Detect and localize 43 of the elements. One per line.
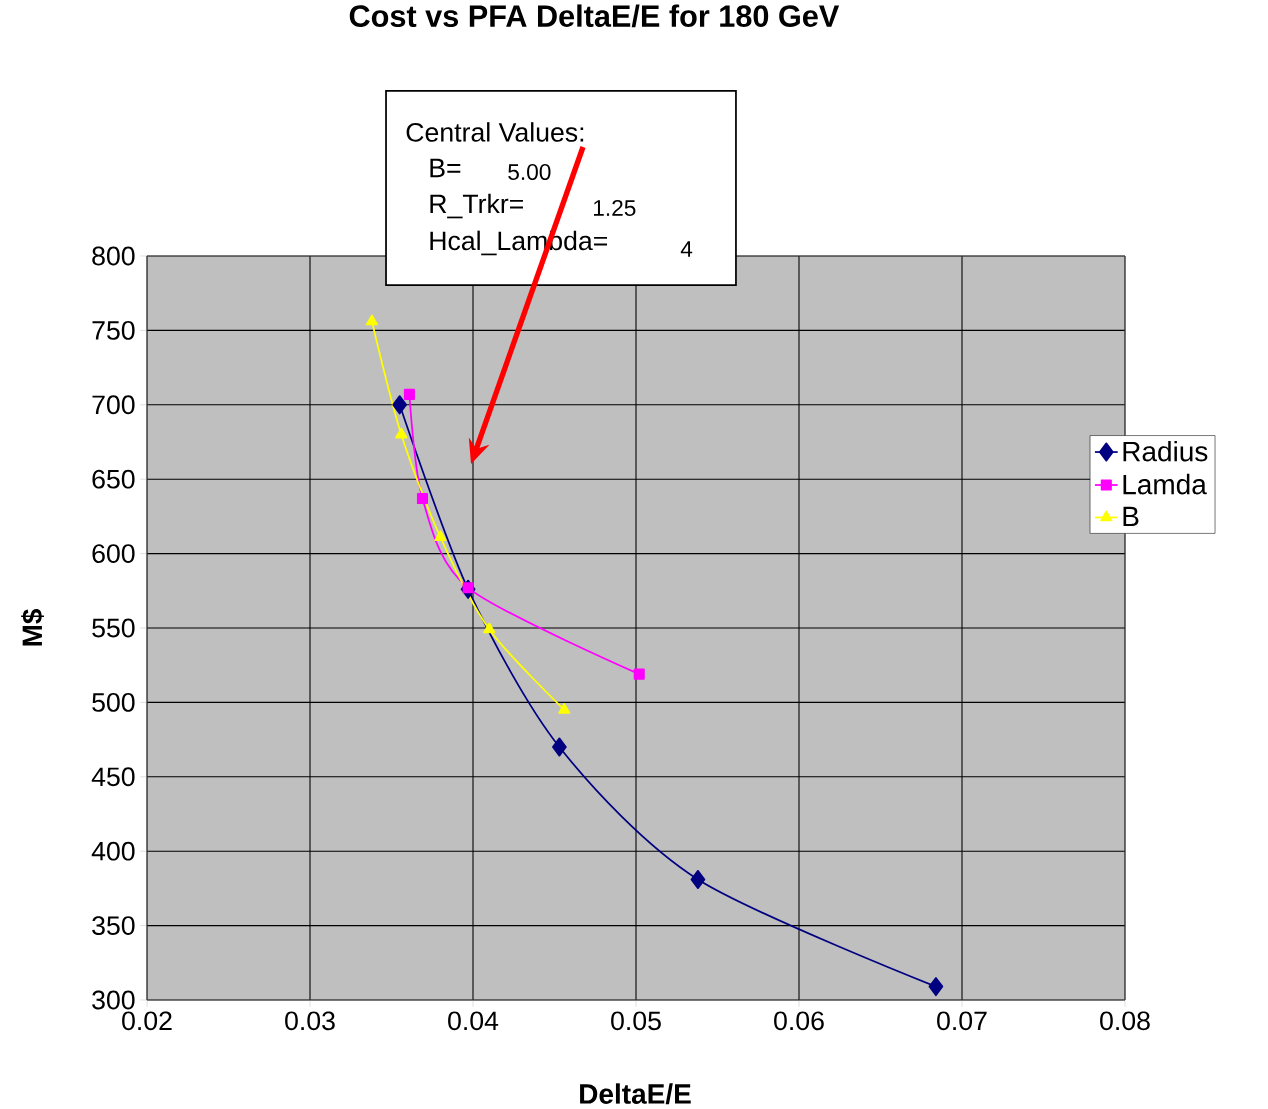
legend-label: Lamda (1123, 474, 1207, 495)
x-tick-label: 0.04 (448, 1011, 499, 1031)
point (483, 622, 496, 634)
y-tick-label: 650 (92, 469, 135, 489)
legend-label: Radius (1123, 441, 1208, 462)
text: B= (430, 159, 461, 178)
x-tick-label: 0.07 (937, 1011, 987, 1031)
point (690, 870, 706, 890)
x-tick-label: 0.08 (1100, 1011, 1150, 1031)
y-tick-label: 600 (92, 544, 135, 564)
text: 5.00 (508, 164, 551, 181)
y-tick-label: 750 (92, 321, 135, 341)
chart-title: Cost vs PFA DeltaE/E for 180 GeV (349, 4, 840, 28)
point (558, 703, 571, 714)
x-tick-label: 0.05 (611, 1011, 661, 1031)
y-tick-label: 550 (92, 618, 135, 638)
point (395, 427, 408, 439)
point (434, 530, 447, 542)
x-axis-title: DeltaE/E (580, 1083, 691, 1105)
point (633, 668, 645, 680)
x-tick-label: 0.06 (774, 1011, 824, 1031)
point (365, 314, 379, 326)
point (403, 389, 415, 401)
y-tick-label: 300 (92, 990, 135, 1010)
point (416, 493, 429, 505)
y-tick-label: 800 (92, 246, 135, 266)
x-tick-label: 0.03 (285, 1011, 335, 1031)
y-tick-label: 400 (91, 841, 135, 861)
y-axis-title: M$ (21, 609, 44, 646)
point (392, 395, 408, 415)
y-tick-label: 350 (92, 916, 135, 936)
annotation: 4 (680, 241, 693, 257)
point (552, 737, 567, 757)
y-tick-label: 500 (92, 693, 135, 713)
text: 1.25 (593, 200, 636, 217)
point (462, 582, 474, 594)
legend-label: B (1123, 507, 1139, 527)
y-tick-label: 450 (91, 767, 135, 787)
text: R_Trkr= (430, 193, 523, 219)
text: Central Values: (406, 122, 584, 142)
point (928, 977, 944, 997)
y-tick-label: 700 (92, 395, 135, 415)
x-tick-label: 0.02 (122, 1011, 172, 1031)
